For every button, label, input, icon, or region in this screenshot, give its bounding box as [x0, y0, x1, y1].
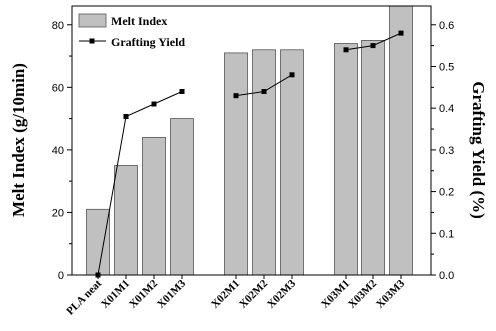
- legend-swatch-melt-index: [78, 13, 107, 28]
- grafting-yield-point-x03m2: [370, 43, 376, 49]
- legend: Melt Index Grafting Yield: [78, 13, 185, 49]
- bar-x01m2: [142, 136, 166, 276]
- y-tick-label-80: 80: [52, 20, 64, 32]
- grafting-yield-point-x01m1: [123, 114, 129, 120]
- bar-x02m3: [280, 49, 304, 276]
- y2-tick-label-0.5: 0.5: [439, 61, 454, 73]
- y2-axis-title: Grafting Yield (%): [469, 81, 488, 219]
- y2-tick-label-0: 0.0: [439, 270, 454, 282]
- grafting-yield-point-x03m1: [343, 47, 349, 53]
- bar-x01m3: [170, 118, 194, 276]
- x-tick-label-x03m2: X03M2: [346, 277, 379, 310]
- y-axis-title: Melt Index (g/10min): [9, 63, 28, 217]
- y-tick-label-60: 60: [52, 82, 64, 94]
- x-tick-label-x01m1: X01M1: [99, 278, 132, 311]
- y-tick-label-20: 20: [52, 207, 64, 219]
- plot-frame: [71, 5, 432, 276]
- bar-x02m1: [224, 52, 248, 276]
- x-tick-label-x02m2: X02M2: [237, 277, 270, 310]
- grafting-yield-line-1: [97, 91, 183, 276]
- legend-marker-grafting-yield: [89, 38, 95, 44]
- legend-label-grafting-yield: Grafting Yield: [111, 35, 185, 49]
- grafting-yield-point-x01m3: [179, 88, 185, 94]
- x-tick-label-x01m3: X01M3: [155, 277, 188, 310]
- x-tick-label-pla-neat: PLA neat: [64, 277, 104, 317]
- bar-x03m2: [361, 40, 385, 276]
- y2-tick-label-0.1: 0.1: [439, 228, 454, 240]
- grafting-yield-point-x02m1: [233, 93, 239, 99]
- y-tick-label-40: 40: [52, 145, 64, 157]
- bar-x02m2: [252, 49, 276, 276]
- legend-label-melt-index: Melt Index: [111, 14, 167, 28]
- grafting-yield-point-x02m3: [289, 72, 295, 78]
- grafting-yield-point-x01m2: [151, 101, 157, 107]
- bar-pla-neat: [86, 208, 110, 276]
- grafting-yield-point-x03m3: [398, 30, 404, 36]
- x-tick-label-x03m3: X03M3: [374, 277, 407, 310]
- x-tick-label-x02m1: X02M1: [209, 278, 242, 311]
- x-tick-label-x02m3: X02M3: [265, 277, 298, 310]
- y2-tick-label-0.4: 0.4: [439, 103, 454, 115]
- bar-x01m1: [114, 165, 138, 276]
- x-tick-label-x01m2: X01M2: [127, 277, 160, 310]
- y2-tick-label-0.2: 0.2: [439, 187, 454, 199]
- grafting-yield-point-x02m2: [261, 88, 267, 94]
- y-tick-label-0: 0: [58, 270, 64, 282]
- y2-tick-label-0.3: 0.3: [439, 145, 454, 157]
- bar-x03m3: [389, 5, 413, 276]
- y2-tick-label-0.6: 0.6: [439, 20, 454, 32]
- bar-x03m1: [334, 43, 358, 276]
- x-tick-label-x03m1: X03M1: [319, 278, 352, 311]
